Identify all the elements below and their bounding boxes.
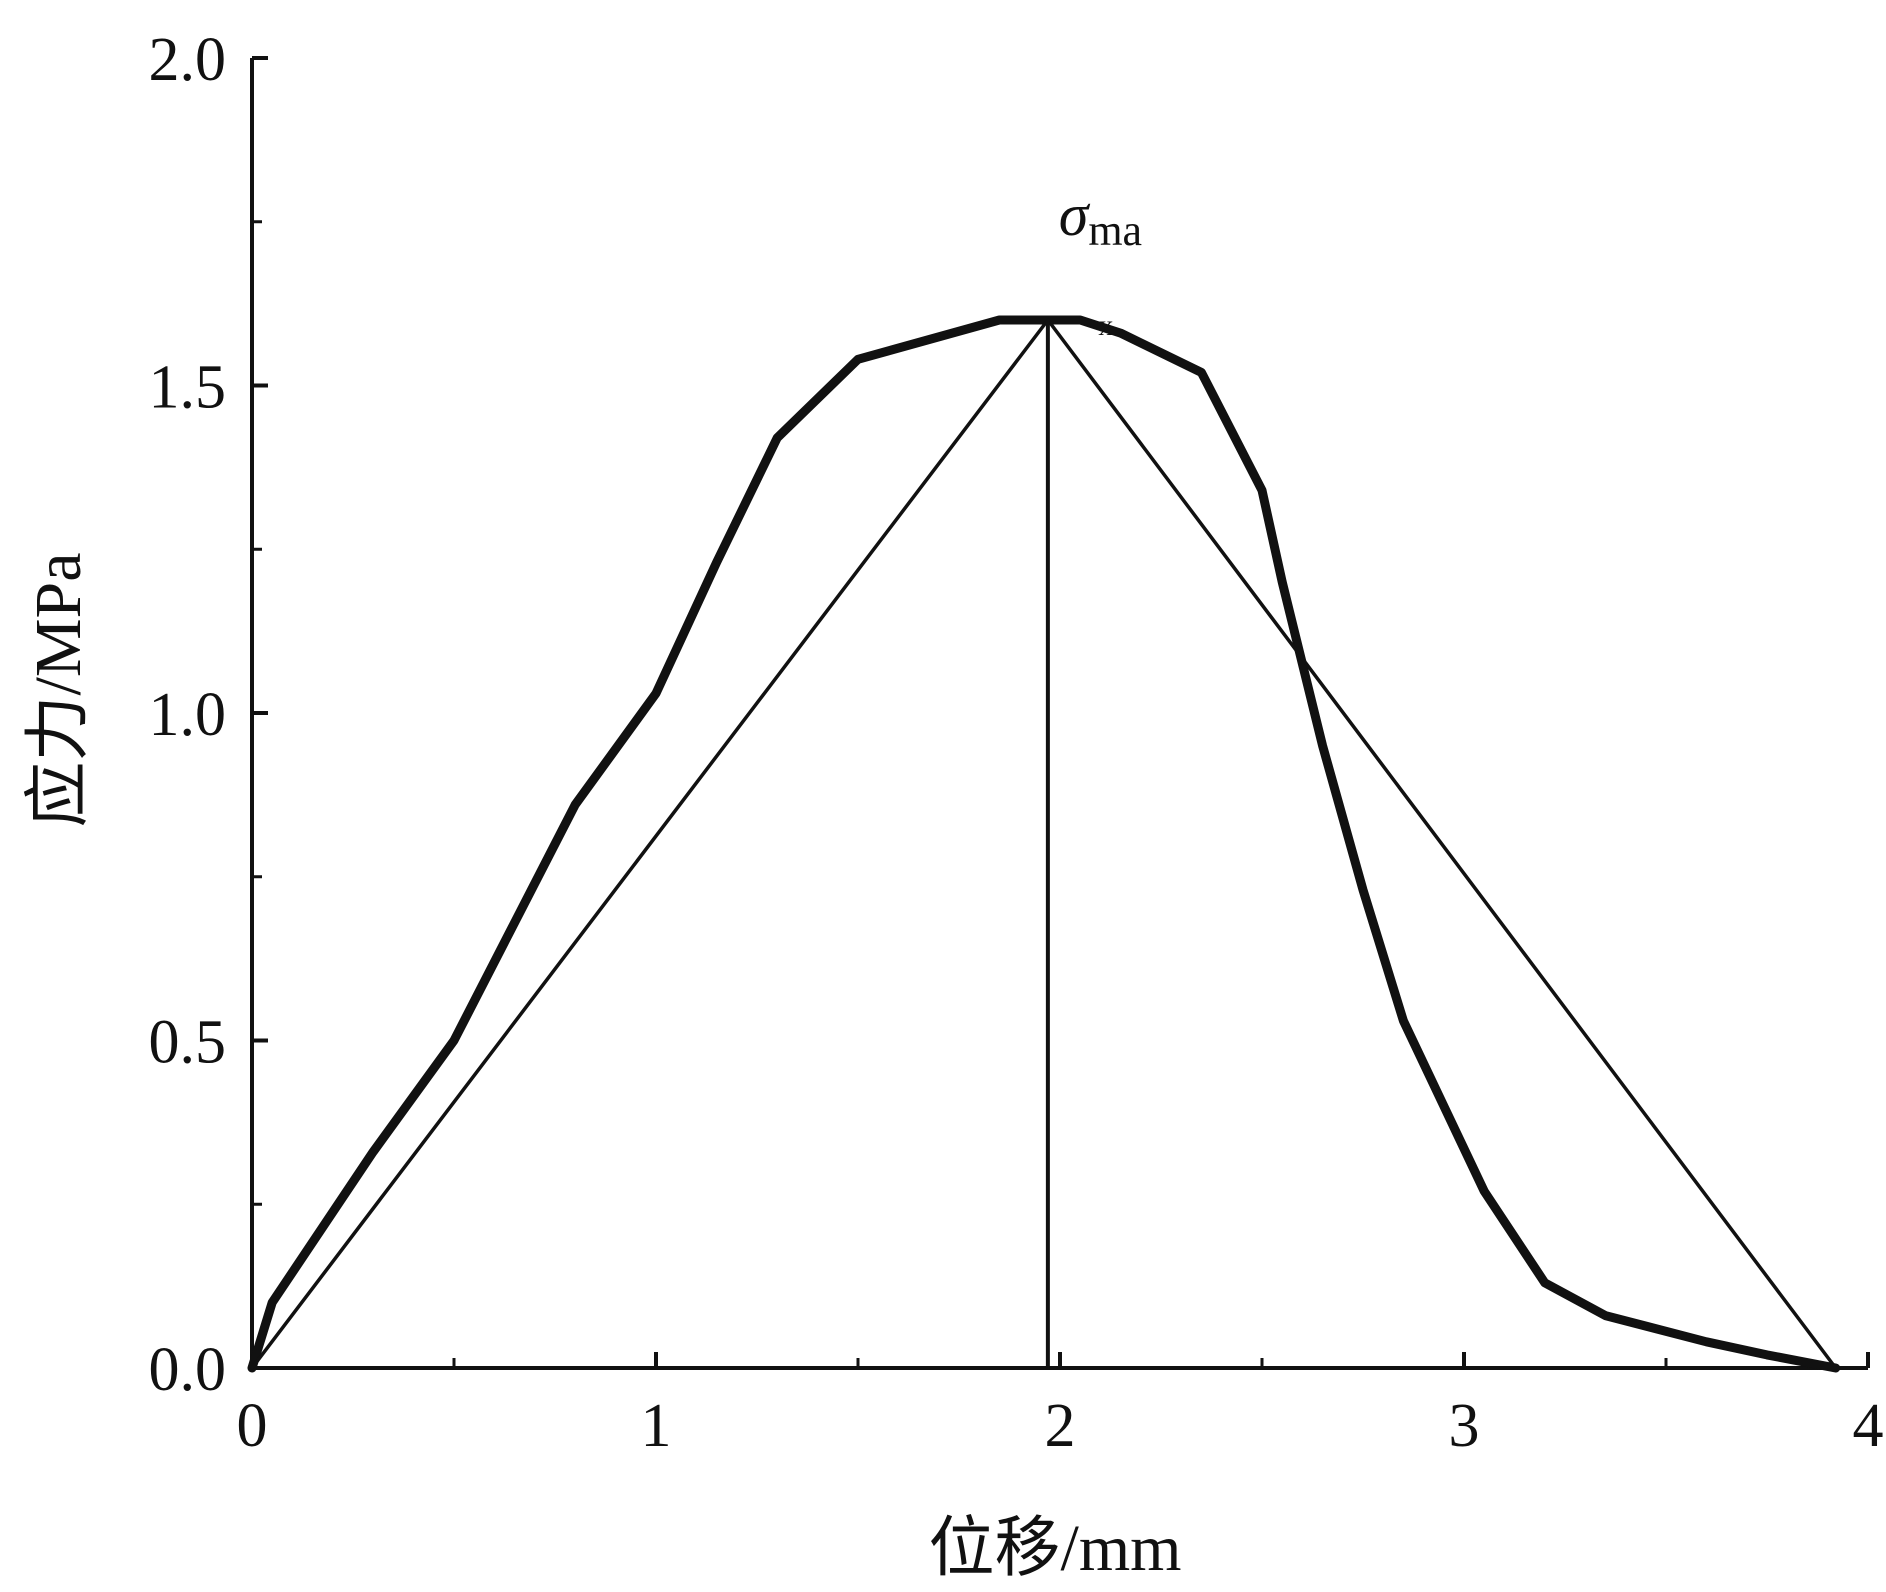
annotation-layer: σma x	[1045, 182, 1142, 1368]
measured-curve-line	[247, 315, 1841, 1373]
y-tick-label: 0.5	[149, 1009, 227, 1077]
series-layer	[247, 315, 1841, 1373]
axes	[250, 58, 1868, 1370]
tick-labels: 0 1 2 3 4 0.0 0.5 1.0 1.5 2.0	[149, 26, 1884, 1460]
y-tick-label: 0.0	[149, 1336, 227, 1404]
sigma-symbol: σ	[1059, 182, 1091, 248]
y-tick-label: 2.0	[149, 26, 227, 94]
sigma-subscript-trailing: x	[1098, 309, 1113, 342]
y-tick-label: 1.5	[149, 354, 227, 422]
y-axis-title: 应力/MPa	[22, 552, 95, 827]
x-tick-label: 0	[237, 1392, 268, 1460]
x-tick-label: 3	[1449, 1392, 1480, 1460]
ticks	[250, 56, 1870, 1370]
x-tick-label: 4	[1853, 1392, 1884, 1460]
y-tick-label: 1.0	[149, 681, 227, 749]
x-tick-label: 1	[641, 1392, 672, 1460]
x-tick-label: 2	[1045, 1392, 1076, 1460]
x-axis-title: 位移/mm	[928, 1512, 1181, 1585]
sigma-max-label: σma	[1059, 182, 1142, 255]
triangle-approximation-line	[250, 318, 1838, 1370]
sigma-subscript: ma	[1088, 206, 1142, 255]
